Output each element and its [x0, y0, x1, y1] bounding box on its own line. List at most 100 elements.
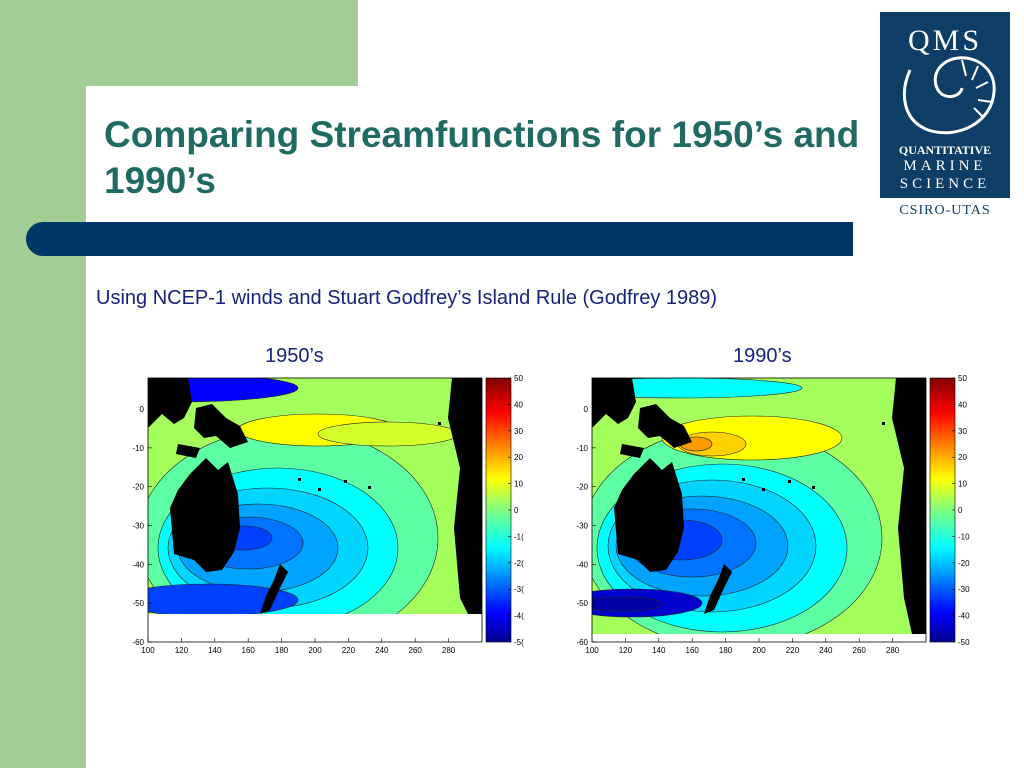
x-tick-label: 220 — [786, 646, 800, 655]
landmass — [260, 564, 288, 614]
contour-band — [148, 583, 299, 614]
island — [668, 500, 671, 503]
logo-qms: QMS — [908, 24, 982, 57]
landmass — [194, 404, 248, 448]
x-tick-label: 180 — [275, 646, 289, 655]
logo-quantitative: QUANTITATIVE — [899, 143, 991, 157]
y-tick-label: -40 — [576, 560, 588, 569]
colorbar-tick-label: 0 — [514, 506, 519, 515]
contour-band — [317, 421, 459, 447]
y-tick-label: -50 — [576, 599, 588, 608]
island — [882, 422, 885, 425]
logo-science: SCIENCE — [900, 176, 991, 192]
colorbar-tick-label: 10 — [514, 480, 523, 489]
y-tick-label: 0 — [140, 405, 145, 414]
landmass — [176, 444, 200, 458]
island — [812, 486, 815, 489]
slide-subtitle: Using NCEP-1 winds and Stuart Godfrey’s … — [96, 287, 718, 309]
landmass — [620, 444, 644, 458]
colorbar-tick-label: 30 — [514, 427, 523, 436]
x-tick-label: 120 — [175, 646, 189, 655]
x-tick-label: 200 — [308, 646, 322, 655]
colorbar-tick-label: 50 — [514, 374, 523, 383]
colorbar-tick-label: -5( — [514, 638, 524, 647]
colorbar-tick-label: -3( — [514, 585, 524, 594]
logo-marine: MARINE — [903, 158, 986, 174]
colorbar-tick-label: -40 — [958, 612, 970, 621]
qms-logo: QMS QUANTITATIVE MARINE SCIENCE CSIRO-UT… — [880, 12, 1010, 218]
y-tick-label: -10 — [132, 444, 144, 453]
contour-band — [592, 596, 663, 612]
y-tick-label: -50 — [132, 599, 144, 608]
x-tick-label: 280 — [886, 646, 900, 655]
y-tick-label: 0 — [584, 405, 589, 414]
island — [298, 478, 301, 481]
island — [742, 478, 745, 481]
x-tick-label: 220 — [342, 646, 356, 655]
x-tick-label: 180 — [719, 646, 733, 655]
x-tick-label: 140 — [208, 646, 222, 655]
x-tick-label: 200 — [752, 646, 766, 655]
island — [762, 488, 765, 491]
colorbar-tick-label: -4( — [514, 612, 524, 621]
plot-title-1950: 1950’s — [265, 345, 324, 367]
island — [438, 422, 441, 425]
island — [318, 488, 321, 491]
colorbar-tick-label: 10 — [958, 480, 967, 489]
y-tick-label: -30 — [576, 522, 588, 531]
x-tick-label: 100 — [585, 646, 599, 655]
colorbar-tick-label: 20 — [958, 453, 967, 462]
island — [788, 480, 791, 483]
landmass — [704, 564, 732, 614]
y-tick-label: -40 — [132, 560, 144, 569]
landmass — [614, 458, 684, 572]
y-tick-label: -60 — [132, 638, 144, 647]
x-tick-label: 140 — [652, 646, 666, 655]
streamfunction-map-1990: 100 120 140 160 180 200 220 240 260 2800-10-20-30… — [576, 374, 970, 655]
colorbar-tick-label: -30 — [958, 585, 970, 594]
colorbar-tick-label: -20 — [958, 559, 970, 568]
logo-csiro-utas: CSIRO-UTAS — [899, 203, 990, 218]
y-tick-label: -10 — [576, 444, 588, 453]
y-tick-label: -20 — [576, 483, 588, 492]
colorbar-tick-label: 0 — [958, 506, 963, 515]
colorbar-tick-label: 40 — [514, 400, 523, 409]
x-tick-label: 160 — [686, 646, 700, 655]
plot-title-1990: 1990’s — [733, 345, 792, 367]
slide-title: Comparing Streamfunctions for 1950’s and… — [104, 114, 860, 201]
colorbar-tick-label: 50 — [958, 374, 967, 383]
title-underline-bar — [26, 222, 853, 256]
colorbar-tick-label: 30 — [958, 427, 967, 436]
landmass — [448, 378, 482, 614]
colorbar-tick-label: -10 — [958, 532, 970, 541]
y-tick-label: -60 — [576, 638, 588, 647]
x-tick-label: 260 — [853, 646, 867, 655]
streamfunction-map-1950: 100 120 140 160 180 200 220 240 260 2800-10-20-30… — [132, 374, 524, 655]
x-tick-label: 260 — [409, 646, 423, 655]
colorbar-tick-label: 20 — [514, 453, 523, 462]
colorbar-tick-label: -50 — [958, 638, 970, 647]
landmass — [592, 378, 636, 428]
landmass — [170, 458, 240, 572]
y-tick-label: -20 — [132, 483, 144, 492]
colorbar-tick-label: -2( — [514, 559, 524, 568]
island — [344, 480, 347, 483]
x-tick-label: 240 — [375, 646, 389, 655]
nautilus-shell-icon — [902, 56, 996, 135]
y-tick-label: -30 — [132, 522, 144, 531]
x-tick-label: 160 — [242, 646, 256, 655]
colorbar — [485, 377, 512, 643]
landmass — [892, 378, 926, 634]
landmass — [638, 404, 692, 448]
island — [224, 500, 227, 503]
x-tick-label: 120 — [619, 646, 633, 655]
x-tick-label: 240 — [819, 646, 833, 655]
x-tick-label: 100 — [141, 646, 155, 655]
colorbar-tick-label: 40 — [958, 400, 967, 409]
x-tick-label: 280 — [442, 646, 456, 655]
landmass — [148, 378, 192, 428]
green-side-band — [0, 0, 86, 768]
green-top-band — [0, 0, 358, 86]
colorbar-tick-label: -1( — [514, 532, 524, 541]
colorbar — [929, 377, 956, 643]
